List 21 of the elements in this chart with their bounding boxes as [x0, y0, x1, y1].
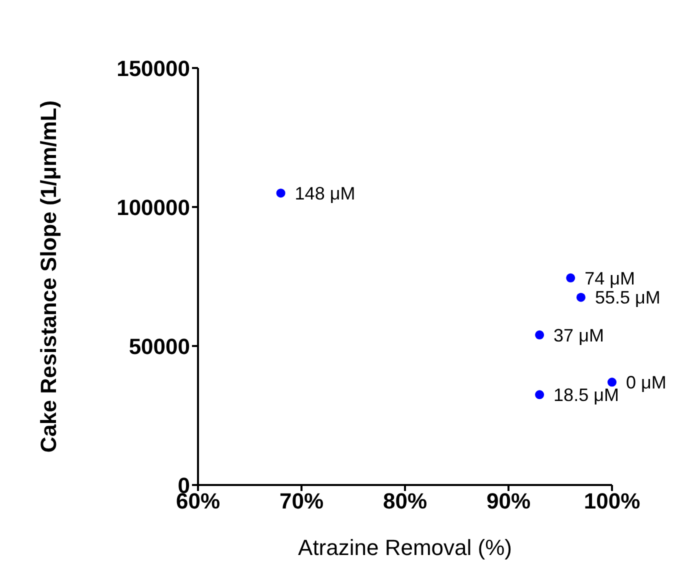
x-tick-label: 100%	[584, 488, 640, 514]
y-tick-label: 50000	[128, 334, 190, 359]
point	[535, 390, 544, 400]
annotation: 74 μM	[584, 268, 635, 288]
point	[607, 378, 617, 387]
annotation: 148 μM	[294, 183, 356, 204]
point	[276, 188, 286, 198]
point	[535, 330, 544, 340]
point	[576, 292, 586, 302]
y-tick-label: 100000	[116, 194, 190, 220]
annotation: 0 μM	[626, 372, 666, 393]
x-tick-label: 90%	[486, 488, 531, 514]
y-tick-label: 150000	[116, 56, 190, 81]
annotation: 37 μM	[554, 325, 604, 346]
x-tick-label: 70%	[279, 488, 324, 514]
x-axis-title: Atrazine Removal (%)	[298, 535, 512, 560]
annotation: 55.5 μM	[594, 288, 660, 308]
x-tick-label: 80%	[382, 488, 428, 514]
y-axis-title: Cake Resistance Slope (1/μm/mL)	[36, 100, 61, 453]
point	[566, 273, 576, 282]
annotation: 18.5 μM	[554, 385, 619, 406]
